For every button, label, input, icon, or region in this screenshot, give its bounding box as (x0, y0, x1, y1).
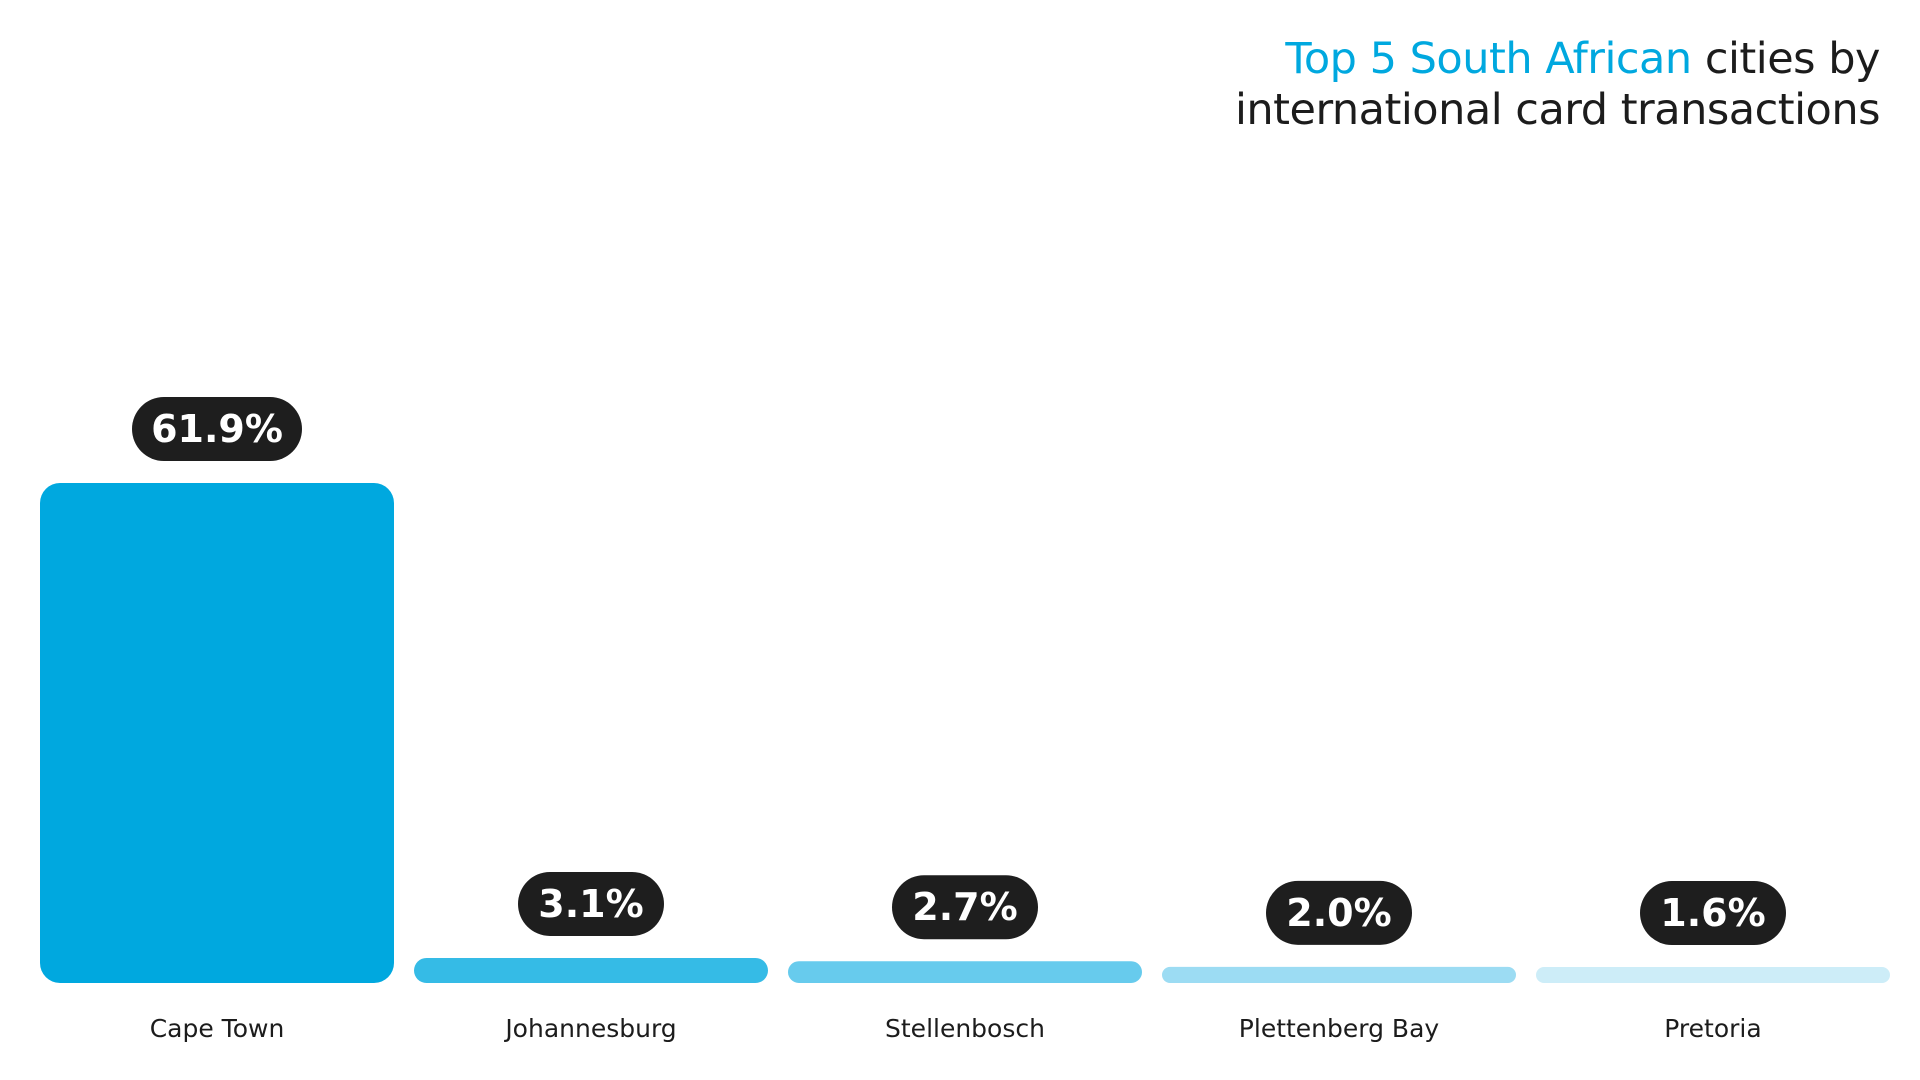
bar (1162, 966, 1516, 983)
bar-group-4: 1.6% Pretoria (1536, 881, 1890, 1043)
data-label: 61.9% (151, 407, 283, 451)
category-label: Cape Town (150, 1014, 285, 1043)
data-label: 2.0% (1286, 891, 1391, 935)
bar-group-3: 2.0% Plettenberg Bay (1162, 880, 1516, 1043)
value-label-pill (1640, 881, 1786, 945)
value-label-pill (518, 871, 664, 936)
bar (40, 483, 394, 983)
category-label: Plettenberg Bay (1239, 1014, 1440, 1043)
data-label: 2.7% (912, 885, 1017, 929)
chart-title: Top 5 South African cities by internatio… (1234, 34, 1881, 136)
category-label: Pretoria (1664, 1014, 1761, 1043)
bar-group-2: 2.7% Stellenbosch (788, 875, 1142, 1043)
chart-title-accent: Top 5 South African (1285, 34, 1692, 84)
value-label-pill (1266, 880, 1412, 945)
category-label: Stellenbosch (885, 1014, 1045, 1043)
category-label: Johannesburg (503, 1014, 676, 1043)
chart-title-line2: international card transactions (1234, 85, 1881, 135)
bar (788, 961, 1142, 983)
data-label: 3.1% (538, 882, 643, 926)
bar (414, 957, 768, 983)
chart-title-rest: cities by (1704, 34, 1881, 84)
value-label-pill (132, 397, 302, 461)
bar-group-1: 3.1% Johannesburg (414, 871, 768, 1043)
data-label: 1.6% (1660, 891, 1765, 935)
bar (1536, 967, 1890, 983)
value-label-pill (892, 875, 1038, 940)
bar-group-0: 61.9% Cape Town (40, 397, 394, 1043)
